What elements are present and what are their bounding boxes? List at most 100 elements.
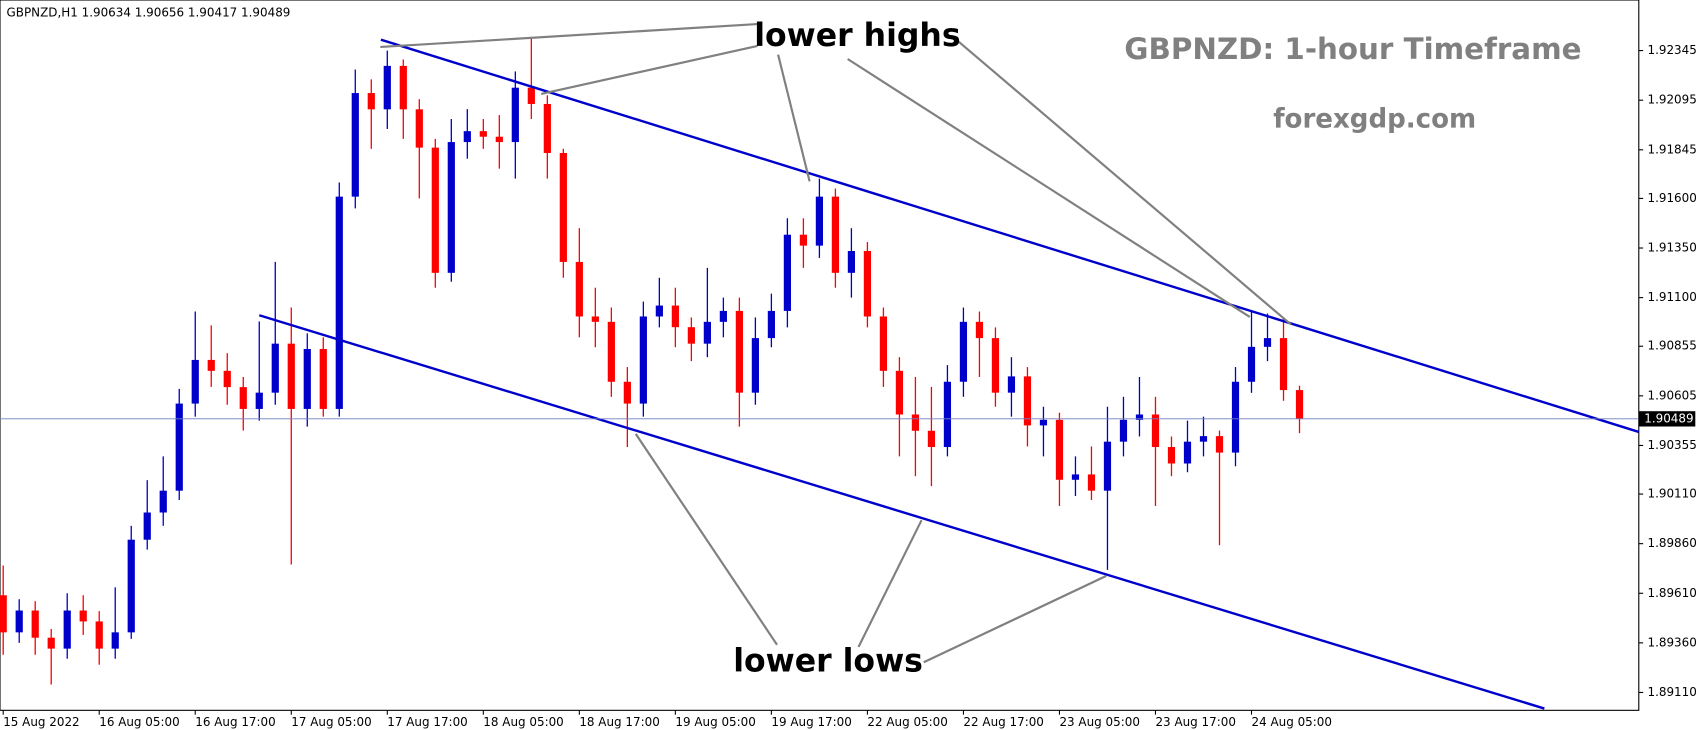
candle-body	[1215, 436, 1224, 453]
candle-body	[79, 610, 87, 622]
x-tick-label: 22 Aug 17:00	[963, 715, 1043, 729]
candle-body	[639, 316, 647, 404]
candle-body	[175, 403, 183, 491]
x-tick-label: 23 Aug 05:00	[1059, 715, 1139, 729]
x-tick-label: 17 Aug 17:00	[387, 715, 467, 729]
candle-body	[831, 196, 840, 273]
candle-body	[591, 316, 599, 322]
trend-line	[380, 38, 1640, 434]
candle-body	[319, 349, 327, 409]
candle-body	[1135, 414, 1144, 420]
candle-body	[1279, 338, 1288, 391]
candle-body	[463, 131, 471, 143]
candle-body	[239, 387, 247, 409]
y-tick-label: 1.89610	[1647, 586, 1696, 600]
y-tick-label: 1.91600	[1647, 191, 1696, 205]
candle-body	[1039, 419, 1048, 426]
candle-body	[527, 87, 535, 104]
plot-layer	[0, 38, 1640, 710]
price-label-box	[1638, 411, 1696, 427]
x-tick-label: 19 Aug 17:00	[771, 715, 851, 729]
candle-body	[975, 321, 984, 339]
candle-body	[655, 305, 663, 317]
y-tick-label: 1.91100	[1647, 290, 1696, 304]
chart-header: GBPNZD,H1 1.90634 1.90656 1.90417 1.9048…	[7, 6, 291, 20]
candle-body	[895, 370, 904, 415]
y-tick-label: 1.89360	[1647, 635, 1696, 649]
y-tick-label: 1.90355	[1647, 438, 1696, 452]
candle-body	[15, 610, 23, 633]
candle-body	[511, 87, 519, 143]
candle-body	[687, 327, 695, 344]
candle-body	[799, 234, 807, 246]
y-tick-label: 1.90605	[1647, 388, 1696, 402]
pointer-line	[540, 44, 758, 96]
candle-body	[31, 610, 39, 638]
x-tick-label: 18 Aug 05:00	[483, 715, 563, 729]
candle-body	[575, 261, 583, 317]
candle-body	[1231, 381, 1240, 453]
pointer-line	[857, 519, 923, 648]
pointer-line	[380, 22, 758, 49]
candle-body	[735, 310, 743, 393]
candle-body	[207, 359, 215, 371]
candle-body	[1055, 419, 1064, 480]
candle-body	[1071, 474, 1080, 480]
candle-body	[335, 196, 343, 409]
y-tick-label: 1.91350	[1647, 240, 1696, 254]
y-tick-label: 1.89110	[1647, 685, 1696, 699]
candle-body	[479, 131, 487, 137]
candle-body	[415, 109, 423, 148]
candle-body	[447, 142, 455, 273]
candle-body	[383, 65, 391, 110]
pointer-line	[923, 574, 1107, 664]
chart-subtitle: forexgdp.com	[1273, 105, 1476, 135]
x-tick-label: 15 Aug 2022	[3, 715, 79, 729]
candle-body	[1295, 390, 1304, 419]
candle-body	[559, 152, 567, 262]
candle-body	[751, 338, 759, 393]
x-tick-label: 16 Aug 17:00	[195, 715, 275, 729]
candle-body	[783, 234, 791, 311]
candle-body	[607, 321, 615, 382]
candle-body	[1103, 441, 1112, 491]
candle-body	[1087, 474, 1096, 491]
candle-body	[399, 65, 407, 110]
pointer-line	[847, 58, 1251, 318]
y-tick-label: 1.90110	[1647, 487, 1696, 501]
candle-body	[879, 316, 888, 371]
y-tick-label: 1.92095	[1647, 93, 1696, 107]
candle-body	[223, 370, 231, 388]
candle-body	[1151, 414, 1160, 448]
candle-body	[431, 147, 439, 273]
candle-body	[847, 250, 856, 273]
candle-body	[1183, 441, 1192, 464]
candle-body	[367, 93, 375, 110]
candle-body	[143, 512, 151, 540]
candle-body	[191, 359, 199, 404]
candle-body	[47, 637, 55, 649]
x-tick-label: 18 Aug 17:00	[579, 715, 659, 729]
candle-body	[911, 414, 920, 431]
candle-body	[719, 310, 727, 322]
candle-body	[303, 349, 311, 409]
candle-body	[1167, 447, 1176, 464]
x-tick-label: 23 Aug 17:00	[1155, 715, 1235, 729]
candle-body	[1023, 376, 1032, 426]
annotation: lower lows	[733, 643, 923, 679]
candle-body	[927, 430, 936, 448]
candle-body	[495, 136, 503, 143]
candle-body	[1007, 376, 1016, 393]
x-tick-label: 17 Aug 05:00	[291, 715, 371, 729]
y-tick-label: 1.91845	[1647, 142, 1696, 156]
x-tick-label: 22 Aug 05:00	[867, 715, 947, 729]
candle-body	[271, 343, 279, 393]
candle-body	[287, 343, 295, 409]
candle-body	[767, 310, 775, 339]
candle-body	[255, 392, 263, 409]
y-tick-label: 1.89860	[1647, 536, 1696, 550]
candle-body	[1263, 338, 1272, 347]
x-tick-label: 24 Aug 05:00	[1252, 715, 1332, 729]
candle-body	[991, 338, 1000, 393]
candle-body	[351, 93, 359, 197]
